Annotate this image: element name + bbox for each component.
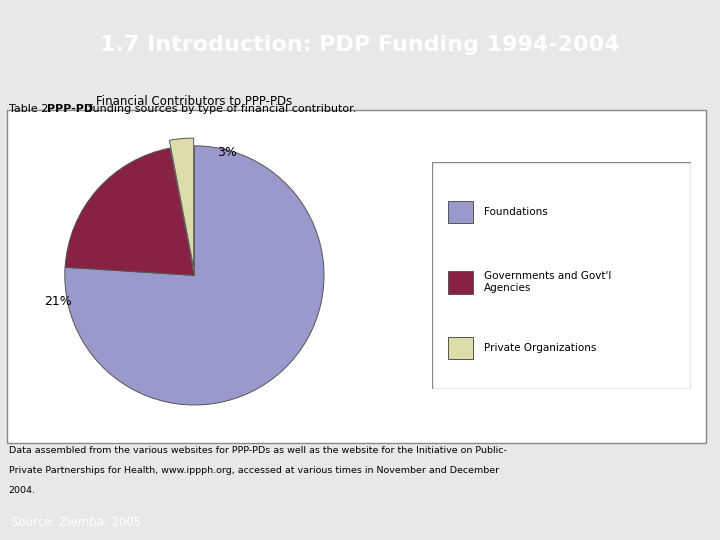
Text: funding sources by type of financial contributor.: funding sources by type of financial con… [85, 104, 356, 113]
Text: Data assembled from the various websites for PPP-PDs as well as the website for : Data assembled from the various websites… [9, 446, 506, 455]
Text: Foundations: Foundations [484, 207, 548, 217]
Text: Private Organizations: Private Organizations [484, 343, 596, 353]
Text: 21%: 21% [45, 295, 72, 308]
Text: 1.7 Introduction: PDP Funding 1994-2004: 1.7 Introduction: PDP Funding 1994-2004 [100, 35, 620, 55]
Bar [7, 110, 706, 443]
Title: Financial Contributors to PPP-PDs: Financial Contributors to PPP-PDs [96, 95, 292, 108]
Bar [448, 271, 474, 294]
Text: Source: Ziemba, 2005.: Source: Ziemba, 2005. [11, 516, 145, 529]
Text: Private Partnerships for Health, www.ippph.org, accessed at various times in Nov: Private Partnerships for Health, www.ipp… [9, 466, 499, 475]
Text: PPP-PD: PPP-PD [47, 104, 93, 113]
Text: 2004.: 2004. [9, 486, 36, 495]
Bar [448, 336, 474, 359]
Text: Table 2.: Table 2. [9, 104, 55, 113]
Wedge shape [65, 148, 194, 275]
Wedge shape [65, 146, 324, 405]
Text: Governments and Govt'l
Agencies: Governments and Govt'l Agencies [484, 272, 611, 293]
Text: 3%: 3% [217, 146, 237, 159]
Wedge shape [169, 138, 194, 268]
Bar [448, 200, 474, 223]
